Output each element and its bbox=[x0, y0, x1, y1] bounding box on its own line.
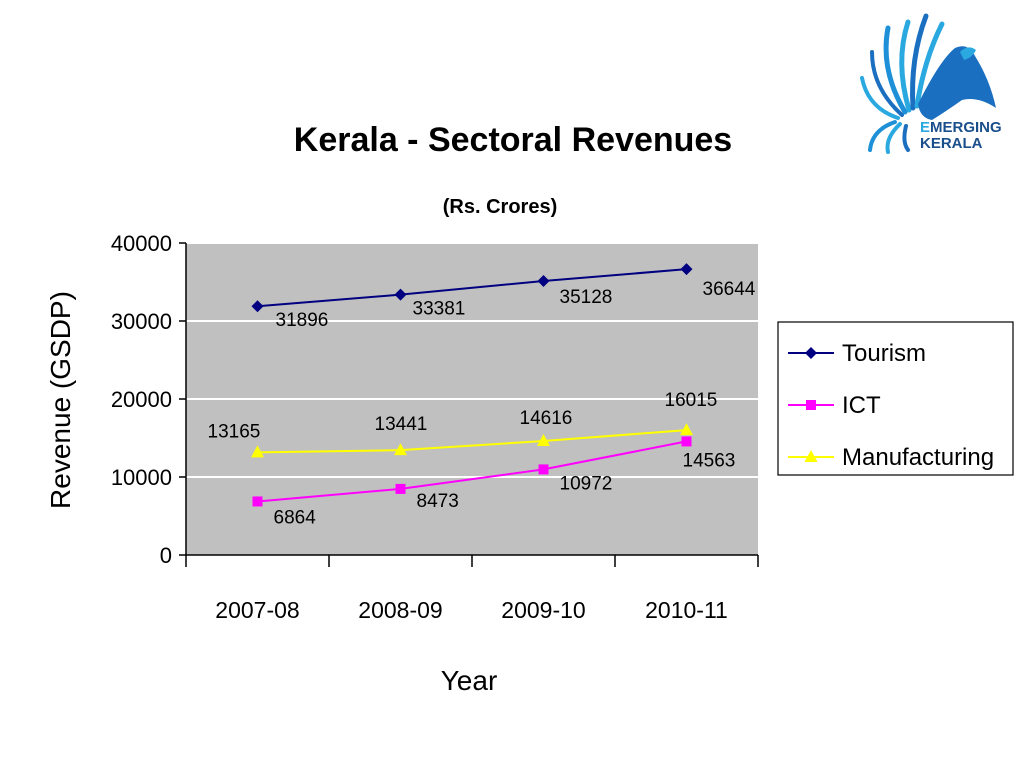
data-label: 6864 bbox=[274, 507, 317, 528]
data-label: 8473 bbox=[417, 491, 459, 512]
chart-subtitle: (Rs. Crores) bbox=[443, 196, 557, 218]
data-point bbox=[252, 496, 263, 507]
data-point bbox=[681, 436, 692, 447]
legend-marker bbox=[806, 400, 816, 410]
data-label: 36644 bbox=[703, 279, 756, 300]
legend: Tourism ICT Manufacturing bbox=[777, 321, 1014, 476]
series-tourism bbox=[251, 263, 693, 313]
chart-title: Kerala - Sectoral Revenues bbox=[294, 121, 732, 159]
x-tick-label: 2009-10 bbox=[501, 597, 585, 623]
data-labels: 31896 33381 35128 36644 6864 8473 10972 14563 13… bbox=[208, 279, 756, 528]
series-line bbox=[257, 429, 687, 454]
data-label: 14563 bbox=[683, 450, 736, 471]
legend-item-manufacturing: Manufacturing bbox=[788, 444, 994, 471]
data-point bbox=[394, 288, 407, 301]
axes bbox=[179, 242, 759, 567]
data-point bbox=[537, 275, 550, 288]
y-tick-label: 10000 bbox=[111, 465, 172, 490]
y-axis-title: Revenue (GSDP) bbox=[45, 291, 76, 509]
data-label: 13441 bbox=[375, 414, 428, 435]
legend-label: Tourism bbox=[842, 340, 926, 367]
logo-accent-letter: E bbox=[920, 119, 930, 136]
data-point bbox=[394, 443, 407, 456]
x-tick-labels: 2007-08 2008-09 2009-10 2010-11 bbox=[215, 597, 728, 623]
legend-label: Manufacturing bbox=[842, 444, 994, 471]
data-label: 33381 bbox=[413, 299, 466, 320]
data-label: 35128 bbox=[560, 287, 613, 308]
data-label: 31896 bbox=[276, 310, 329, 331]
data-point bbox=[680, 423, 693, 436]
legend-marker bbox=[805, 347, 817, 359]
bird-icon bbox=[860, 13, 996, 154]
data-point bbox=[680, 263, 693, 276]
series-manufacturing bbox=[251, 423, 693, 458]
series-group bbox=[251, 263, 693, 507]
data-label: 10972 bbox=[560, 473, 613, 494]
data-label: 16015 bbox=[665, 390, 718, 411]
data-point bbox=[537, 433, 550, 446]
emerging-kerala-logo: EMERGING KERALA bbox=[860, 13, 1002, 154]
logo-line1-rest: MERGING bbox=[930, 119, 1002, 136]
legend-box bbox=[777, 321, 1014, 476]
x-tick-label: 2007-08 bbox=[215, 597, 299, 623]
series-line bbox=[257, 268, 687, 308]
x-tick-label: 2008-09 bbox=[358, 597, 442, 623]
logo-line1: EMERGING bbox=[920, 119, 1002, 136]
data-point bbox=[395, 483, 406, 494]
legend-label: ICT bbox=[842, 392, 881, 419]
x-tick-label: 2010-11 bbox=[645, 597, 728, 623]
legend-item-tourism: Tourism bbox=[788, 340, 926, 367]
y-tick-label: 20000 bbox=[111, 387, 172, 412]
data-point bbox=[538, 464, 549, 475]
data-point bbox=[251, 445, 264, 458]
y-tick-labels: 0 10000 20000 30000 40000 bbox=[111, 231, 172, 568]
x-axis-title: Year bbox=[441, 665, 498, 696]
legend-item-ict: ICT bbox=[788, 392, 881, 419]
gridlines bbox=[186, 242, 758, 478]
logo-line2: KERALA bbox=[920, 135, 983, 152]
series-line bbox=[257, 440, 687, 503]
y-tick-label: 0 bbox=[160, 543, 172, 568]
legend-marker bbox=[804, 450, 818, 462]
data-point bbox=[251, 300, 264, 313]
data-label: 13165 bbox=[208, 421, 261, 442]
data-label: 14616 bbox=[520, 408, 573, 429]
y-tick-label: 40000 bbox=[111, 231, 172, 256]
y-tick-label: 30000 bbox=[111, 309, 172, 334]
series-ict bbox=[252, 436, 692, 507]
